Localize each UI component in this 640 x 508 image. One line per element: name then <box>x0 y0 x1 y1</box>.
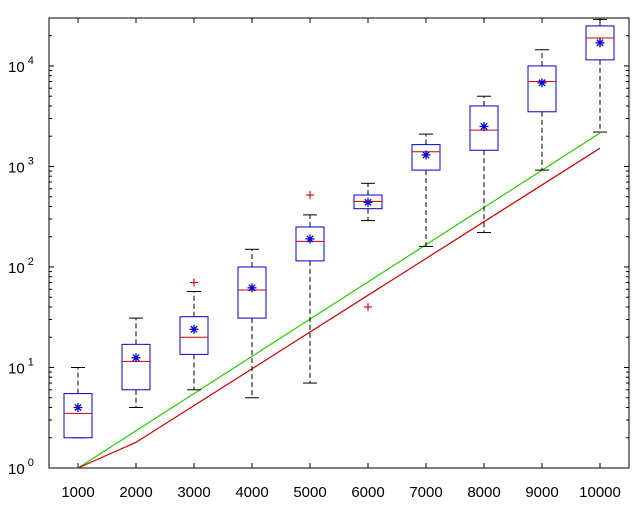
mean-marker <box>479 121 489 131</box>
plot-frame <box>48 17 630 469</box>
box-group <box>469 95 499 234</box>
x-tick-label: 7000 <box>409 484 442 501</box>
x-tick-label: 1000 <box>61 484 94 501</box>
mean-stroke <box>306 235 314 243</box>
box-group <box>411 133 441 247</box>
mean-marker <box>363 197 373 207</box>
x-tick-label: 5000 <box>293 484 326 501</box>
box-iqr <box>527 65 557 113</box>
y-tick-exponent: 3 <box>28 155 34 167</box>
mean-marker <box>189 324 199 334</box>
box-iqr <box>237 266 267 319</box>
series-line <box>77 132 601 469</box>
box-group <box>527 49 557 171</box>
mean-marker <box>305 234 315 244</box>
box-iqr <box>179 316 209 355</box>
outlier-marker <box>364 302 372 311</box>
box-iqr <box>63 393 93 439</box>
x-tick-label: 10000 <box>579 484 621 501</box>
box-group <box>237 248 267 399</box>
box-iqr <box>121 343 151 391</box>
outlier-marker <box>306 191 314 200</box>
x-axis: 1000 2000 3000 4000 5000 6000 7000 8000 9000 1000… <box>61 18 621 501</box>
y-tick-label: 10 4 <box>8 55 34 76</box>
mean-stroke <box>248 284 256 292</box>
mean-marker <box>421 150 431 160</box>
mean-stroke <box>480 122 488 131</box>
mean-stroke <box>74 403 82 412</box>
y-tick-label: 10 0 <box>8 457 34 478</box>
x-tick-label: 9000 <box>525 484 558 501</box>
y-tick-exponent: 1 <box>28 356 34 368</box>
x-tick-label: 8000 <box>467 484 500 501</box>
mean-marker <box>247 283 257 293</box>
x-tick-label: 2000 <box>119 484 152 501</box>
boxes-group <box>63 18 615 439</box>
box-group <box>585 18 615 133</box>
y-tick-base: 10 <box>8 260 25 277</box>
x-tick-label: 3000 <box>177 484 210 501</box>
mean-marker <box>537 78 547 88</box>
mean-stroke <box>132 354 140 362</box>
y-tick-base: 10 <box>8 159 25 176</box>
y-tick-label: 10 1 <box>8 356 34 377</box>
box-iqr <box>295 226 325 262</box>
mean-marker <box>595 38 605 48</box>
mean-stroke <box>422 151 430 159</box>
mean-stroke <box>190 325 198 333</box>
box-group <box>353 182 383 311</box>
y-tick-base: 10 <box>8 461 25 478</box>
box-group <box>295 191 325 384</box>
outlier-marker <box>190 278 198 287</box>
mean-stroke <box>364 198 372 206</box>
reference-lines <box>77 132 601 469</box>
box-group <box>179 278 209 391</box>
mean-marker <box>73 402 83 412</box>
y-tick-label: 10 2 <box>8 256 34 277</box>
x-tick-label: 6000 <box>351 484 384 501</box>
box-group <box>63 366 93 439</box>
y-tick-exponent: 2 <box>28 256 34 268</box>
x-tick-label: 4000 <box>235 484 268 501</box>
mean-marker <box>131 353 141 363</box>
y-tick-exponent: 0 <box>28 457 34 469</box>
y-tick-label: 10 3 <box>8 155 34 176</box>
y-tick-base: 10 <box>8 360 25 377</box>
mean-stroke <box>538 79 546 87</box>
series-line <box>77 147 601 469</box>
box-group <box>121 317 151 408</box>
y-tick-base: 10 <box>8 59 25 76</box>
y-tick-exponent: 4 <box>28 55 34 67</box>
mean-stroke <box>596 39 604 47</box>
